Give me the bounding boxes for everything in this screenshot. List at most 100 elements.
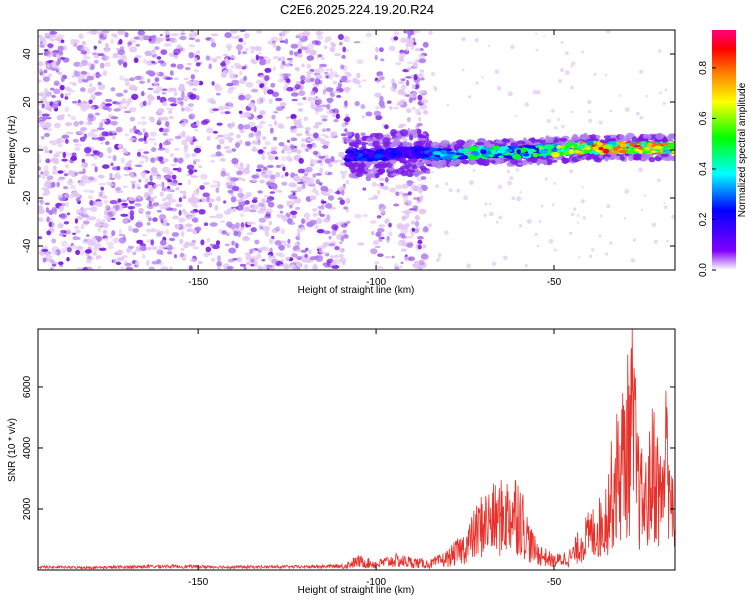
spectrogram-noise-blob — [156, 209, 162, 213]
spectrogram-noise-blob — [116, 249, 124, 255]
spectrogram-noise-blob — [235, 222, 240, 229]
spectrogram-noise-blob — [250, 263, 255, 267]
spectrogram-noise-blob — [77, 130, 84, 135]
spectrogram-noise-blob — [165, 107, 174, 111]
signal-core — [596, 142, 604, 146]
signal-halo — [666, 134, 674, 140]
spectrogram-noise-blob — [346, 79, 352, 83]
spectrogram-noise-blob — [286, 243, 291, 248]
spectrogram-noise-blob — [343, 170, 348, 175]
spectrogram-noise-blob — [312, 187, 316, 191]
spectrogram-noise-blob — [124, 262, 132, 267]
spectrogram-noise-blob — [258, 217, 267, 223]
signal-halo — [633, 153, 642, 158]
spectrogram-noise-blob — [112, 258, 119, 263]
spectrogram-noise-blob — [66, 212, 71, 216]
spectrogram-noise-blob — [401, 242, 408, 246]
spectrogram-noise-blob — [274, 240, 283, 246]
spectrogram-noise-blob — [59, 264, 63, 268]
spectrogram-noise-blob — [165, 121, 170, 128]
spectrogram-noise-dot — [630, 258, 635, 263]
spectrogram-noise-blob — [64, 106, 70, 113]
spectrogram-noise-blob — [406, 242, 414, 248]
spectrogram-noise-blob — [126, 101, 131, 107]
spectrogram-noise-dot — [498, 215, 503, 220]
spectrogram-noise-blob — [239, 139, 243, 145]
spectrogram-noise-blob — [423, 110, 429, 115]
spectrogram-noise-blob — [352, 77, 359, 84]
spectrogram-noise-blob — [178, 182, 183, 186]
spectrogram-noise-blob — [379, 105, 386, 109]
spectrogram-noise-blob — [166, 138, 174, 142]
spectrogram-noise-blob — [82, 80, 89, 83]
spectrogram-noise-blob — [93, 242, 102, 249]
spectrogram-noise-blob — [293, 196, 298, 200]
spectrogram-noise-blob — [151, 147, 157, 153]
spectrogram-noise-blob — [98, 182, 107, 186]
signal-core — [629, 142, 636, 147]
signal-halo — [382, 137, 391, 144]
spectrogram-noise-blob — [176, 63, 184, 70]
spectrogram-noise-blob — [38, 67, 43, 73]
spectrogram-noise-blob — [155, 229, 160, 233]
spectrogram-noise-blob — [295, 122, 303, 129]
spectrogram-noise-blob — [173, 54, 179, 59]
spectrogram-noise-blob — [82, 189, 89, 193]
spectrogram-noise-blob — [241, 40, 247, 46]
spectrogram-noise-blob — [100, 141, 104, 145]
spectrogram-noise-blob — [236, 230, 242, 238]
spectrogram-noise-blob — [223, 53, 229, 57]
spectrogram-noise-blob — [343, 105, 349, 109]
spectrogram-noise-blob — [120, 199, 128, 203]
spectrogram-noise-blob — [210, 154, 217, 158]
spectrogram-noise-blob — [330, 156, 335, 163]
spectrogram-noise-blob — [200, 173, 208, 180]
spectrogram-noise-blob — [308, 249, 312, 255]
signal-core — [460, 155, 469, 160]
spectrogram-noise-dot — [487, 44, 491, 48]
spectrogram-noise-blob — [281, 30, 286, 37]
spectrogram-noise-blob — [384, 218, 390, 223]
spectrogram-noise-blob — [188, 169, 194, 175]
spectrogram-noise-blob — [251, 199, 258, 204]
spectrogram-noise-blob — [116, 165, 121, 171]
signal-halo — [661, 137, 668, 144]
spectrogram-noise-blob — [317, 160, 322, 164]
spectrogram-noise-blob — [235, 35, 241, 40]
spectrogram-noise-blob — [65, 164, 69, 169]
spectrogram-noise-dot — [472, 169, 476, 172]
spectrogram-noise-blob — [289, 144, 295, 150]
spectrogram-noise-blob — [131, 182, 135, 190]
spectrogram-noise-dot — [468, 180, 474, 185]
spectrogram-noise-blob — [339, 199, 345, 205]
spectrogram-noise-blob — [194, 226, 202, 232]
spectrogram-noise-blob — [151, 245, 158, 251]
spectrogram-noise-dot — [605, 30, 611, 34]
spectrogram-noise-blob — [291, 98, 298, 102]
spectrogram-noise-dot — [507, 91, 513, 97]
signal-halo — [534, 139, 543, 143]
spectrogram-noise-blob — [84, 180, 92, 184]
spectrogram-noise-blob — [236, 256, 243, 263]
spectrogram-noise-dot — [658, 49, 662, 53]
spectrogram-noise-blob — [264, 67, 272, 73]
signal-halo — [419, 165, 427, 171]
signal-halo — [490, 160, 496, 164]
spectrogram-noise-blob — [47, 43, 54, 48]
signal-core — [668, 143, 675, 148]
spectrogram-noise-dot — [671, 214, 675, 220]
spectrogram-noise-blob — [109, 177, 116, 180]
spectrogram-noise-blob — [215, 213, 224, 219]
spectrogram-noise-blob — [173, 254, 178, 259]
signal-halo — [662, 157, 673, 161]
spectrogram-noise-dot — [538, 220, 542, 224]
y-tick-label: 20 — [22, 96, 33, 108]
signal-core — [350, 155, 356, 159]
signal-halo — [577, 154, 583, 159]
spectrogram-noise-blob — [403, 30, 407, 34]
spectrogram-noise-blob — [378, 224, 386, 228]
spectrogram-noise-blob — [173, 91, 178, 97]
spectrogram-noise-blob — [172, 97, 177, 105]
spectrogram-noise-blob — [227, 189, 234, 194]
